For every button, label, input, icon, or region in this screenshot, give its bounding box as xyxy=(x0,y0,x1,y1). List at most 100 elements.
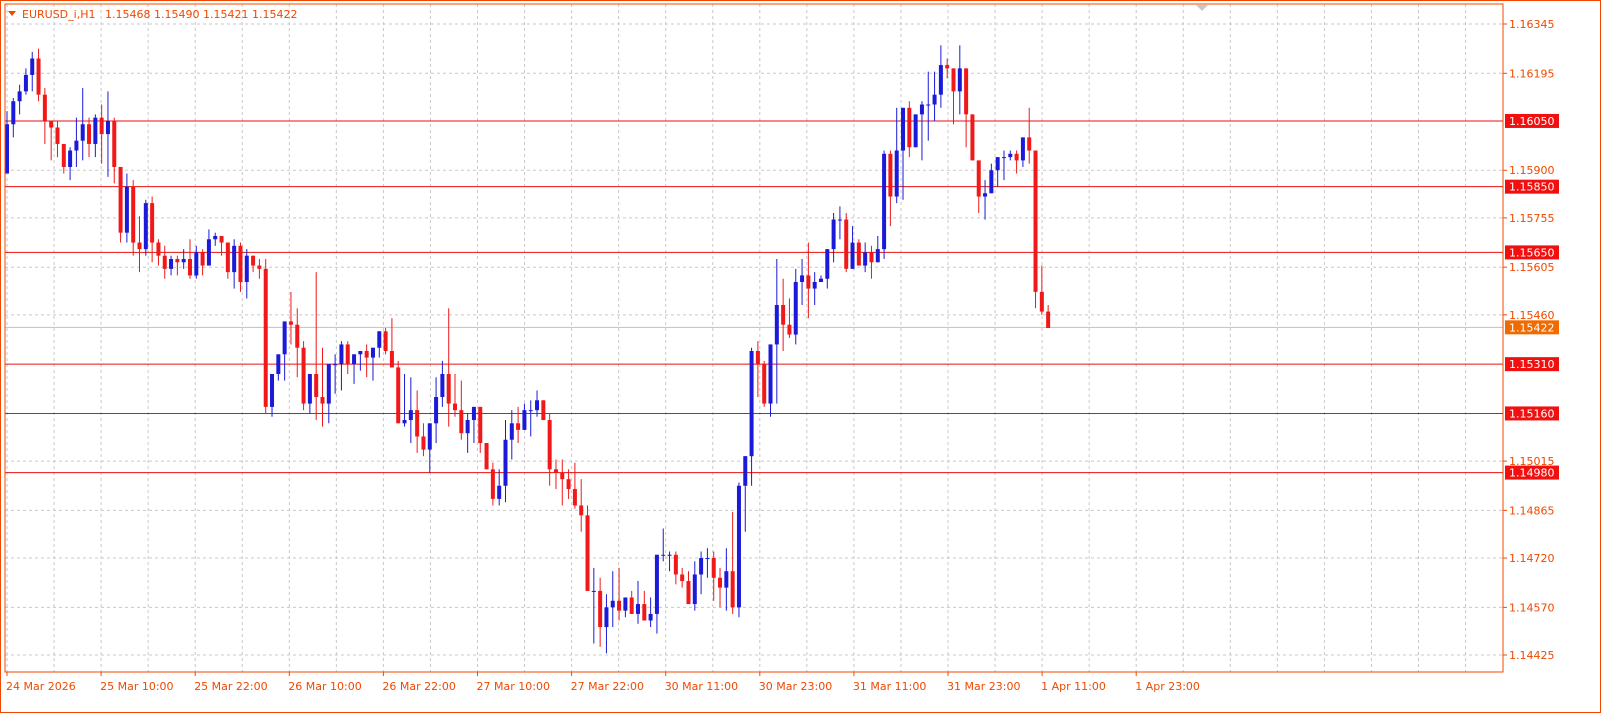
candle-body xyxy=(232,245,237,273)
candle-bear xyxy=(888,150,893,227)
candle-bear xyxy=(642,590,647,621)
candle-bull xyxy=(1008,150,1013,161)
candle-body xyxy=(964,68,969,115)
candle-bull xyxy=(995,157,1000,187)
x-tick-label: 30 Mar 23:00 xyxy=(759,680,832,693)
candle-bear xyxy=(806,242,811,319)
candle-bull xyxy=(528,400,533,437)
candle-bear xyxy=(156,239,161,266)
candle-body xyxy=(55,127,60,144)
candle-bear xyxy=(598,577,603,647)
candle-body xyxy=(636,604,640,614)
symbol-dropdown-icon[interactable] xyxy=(8,11,16,16)
candle-bull xyxy=(901,107,906,200)
candle-bear xyxy=(787,298,792,338)
candle-body xyxy=(307,374,312,404)
candle-bear xyxy=(1039,265,1044,315)
candle-bear xyxy=(219,235,224,256)
x-tick-label: 30 Mar 11:00 xyxy=(665,680,738,693)
candle-bull xyxy=(850,226,855,269)
candle-body xyxy=(244,255,249,282)
candle-bear xyxy=(869,245,874,279)
candle-body xyxy=(932,94,937,105)
candle-bull xyxy=(648,597,653,628)
candle-body xyxy=(762,364,767,404)
candle-body xyxy=(11,101,16,125)
x-tick-label: 26 Mar 10:00 xyxy=(288,680,361,693)
candle-bear xyxy=(150,196,155,263)
candle-body xyxy=(793,281,798,335)
candle-bear xyxy=(314,272,319,421)
candle-bear xyxy=(718,567,723,608)
candle-bull xyxy=(831,212,836,263)
candle-body xyxy=(434,397,439,424)
candle-body xyxy=(74,140,79,151)
candle-body xyxy=(42,94,47,121)
candle-body xyxy=(818,278,823,282)
price-level-tag xyxy=(1505,406,1559,421)
candle-body xyxy=(497,485,502,499)
candle-bear xyxy=(238,242,243,292)
candle-bull xyxy=(339,341,344,391)
candle-bear xyxy=(87,117,92,158)
candle-body xyxy=(566,479,571,490)
candle-body xyxy=(547,420,552,470)
candle-bear xyxy=(288,291,293,345)
price-level-tag xyxy=(1505,245,1559,260)
candle-body xyxy=(440,374,445,398)
candle-body xyxy=(124,186,129,233)
candle-body xyxy=(541,400,546,421)
grid xyxy=(5,4,1503,672)
candle-bear xyxy=(345,341,350,375)
candle-body xyxy=(812,281,817,289)
candle-bear xyxy=(396,360,401,424)
candle-bear xyxy=(686,571,691,605)
candle-bull xyxy=(749,347,754,486)
candle-bear xyxy=(112,117,117,184)
candle-bear xyxy=(730,512,735,614)
candle-bear xyxy=(415,390,420,453)
candle-bull xyxy=(736,482,741,618)
candle-bear xyxy=(1033,150,1038,309)
candle-body xyxy=(200,252,205,266)
candle-bull xyxy=(705,548,710,578)
candle-body xyxy=(150,203,155,243)
price-level-tag xyxy=(1505,357,1559,372)
y-tick-label: 1.15755 xyxy=(1509,212,1555,225)
candle-bear xyxy=(490,462,495,506)
candle-bear xyxy=(263,258,268,414)
candle-body xyxy=(162,255,167,269)
candle-bull xyxy=(692,561,697,611)
candle-bull xyxy=(169,255,174,276)
candle-body xyxy=(718,577,723,588)
candle-body xyxy=(1039,291,1044,312)
price-level-label: 1.16050 xyxy=(1509,115,1555,128)
candle-body xyxy=(219,235,224,243)
candle-body xyxy=(572,489,577,506)
candle-bear xyxy=(383,327,388,355)
candle-body xyxy=(888,153,893,197)
candle-body xyxy=(263,268,268,407)
candle-body xyxy=(749,351,754,457)
candle-body xyxy=(661,554,666,556)
candle-body xyxy=(863,252,868,266)
scroll-marker-icon[interactable] xyxy=(1196,5,1208,11)
candle-body xyxy=(598,590,603,628)
candle-body xyxy=(667,554,672,556)
candle-bull xyxy=(465,413,470,453)
candle-body xyxy=(856,242,861,266)
candle-body xyxy=(446,374,451,404)
candle-body xyxy=(270,374,275,407)
candle-bull xyxy=(793,268,798,345)
candle-bear xyxy=(389,318,394,368)
candle-bull xyxy=(932,71,937,121)
candle-body xyxy=(850,242,855,269)
candle-body xyxy=(724,571,729,588)
current-price-label: 1.15422 xyxy=(1509,321,1555,334)
candle-body xyxy=(938,65,943,95)
candle-body xyxy=(187,258,192,276)
candle-bull xyxy=(80,88,85,161)
candle-body xyxy=(623,597,628,611)
